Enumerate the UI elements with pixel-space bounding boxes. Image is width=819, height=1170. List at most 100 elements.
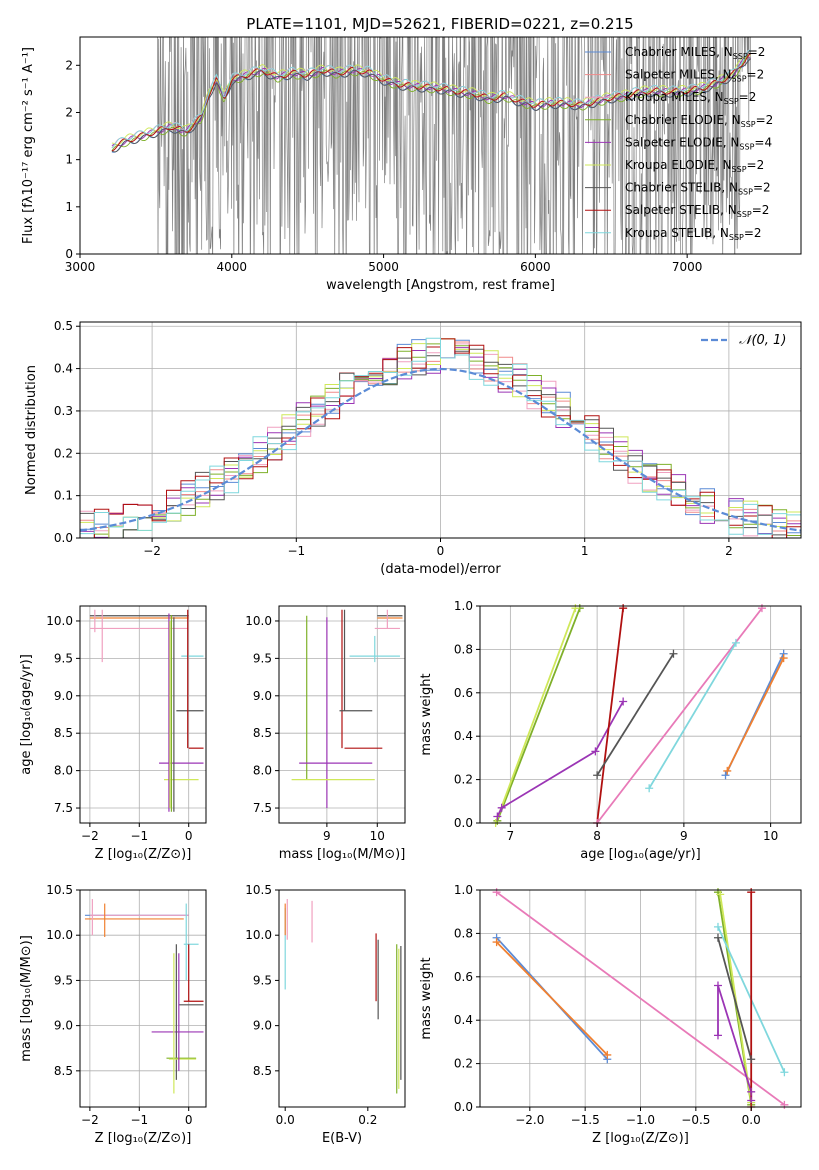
legend-entry-tail: =4 xyxy=(754,135,772,149)
x-tick-label: −1 xyxy=(287,544,305,558)
y-tick-label: 9.5 xyxy=(253,651,272,665)
y-tick-label: 0.0 xyxy=(454,816,473,830)
legend-entry: Salpeter ELODIE, NSSP=4 xyxy=(625,135,772,151)
x-tick-label: 9 xyxy=(323,829,331,843)
y-axis-label: age [log₁₀(age/yr)] xyxy=(19,654,34,775)
mass-weight-line xyxy=(648,642,737,789)
y-tick-label: 10.0 xyxy=(245,928,272,942)
panel-mass-weight-vs-age: 7 8 9 10 0.0 0.2 0.4 0.6 0.8 1.0 age [log₁₀(age/yr… xyxy=(419,599,802,862)
panel-mass-weight-vs-z: −2.0 −1.5 −1.0 −0.5 0.0 0.0 0.2 0.4 0.6 0.8 1.0 Z [… xyxy=(419,883,802,1146)
axes-frame xyxy=(278,889,406,1108)
legend-subscript: SSP xyxy=(737,210,752,219)
plot-area xyxy=(494,607,785,823)
x-axis-label: mass [log₁₀(M/M⊙)] xyxy=(279,847,406,862)
axes-frame xyxy=(79,889,207,1108)
x-tick-label: 6000 xyxy=(520,260,551,274)
y-tick-label: 0.0 xyxy=(454,1100,473,1114)
y-tick-label: 7.5 xyxy=(54,801,73,815)
y-tick-label: 0 xyxy=(65,247,73,261)
y-tick-label: 9.0 xyxy=(54,689,73,703)
y-tick-label: 0.2 xyxy=(454,773,473,787)
legend-subscript: SSP xyxy=(732,75,747,84)
mass-weight-marker xyxy=(780,1068,789,1077)
mass-weight-marker xyxy=(619,604,628,613)
legend-subscript: SSP xyxy=(729,233,744,242)
panel-age-vs-mass: 9 10 7.5 8.0 8.5 9.0 9.5 10.0 mass [log₁₀(M/M⊙)] xyxy=(245,605,406,862)
y-tick-label: 8.5 xyxy=(253,726,272,740)
y-tick-label: 2 xyxy=(65,105,73,119)
y-tick-label: 10.0 xyxy=(46,928,73,942)
y-axis-label: mass weight xyxy=(419,957,434,1039)
mass-weight-marker xyxy=(497,803,506,812)
y-tick-label: 10.5 xyxy=(245,883,272,897)
y-tick-label: 9.0 xyxy=(253,689,272,703)
legend-subscript: SSP xyxy=(738,188,753,197)
legend-subscript: SSP xyxy=(724,97,739,106)
mass-weight-marker xyxy=(645,784,654,793)
mass-weight-marker xyxy=(669,649,678,658)
legend-entry-tail: =2 xyxy=(753,181,771,195)
y-axis-label: mass weight xyxy=(419,673,434,755)
x-tick-label: −0.5 xyxy=(681,1113,710,1127)
mass-weight-marker xyxy=(723,766,732,775)
y-tick-label: 0.4 xyxy=(454,729,473,743)
mass-weight-marker xyxy=(713,933,722,942)
panel-mass-vs-z: −2 −1 0 8.5 9.0 9.5 10.0 10.5 Z [log₁₀(Z/Z⊙)] mas… xyxy=(19,883,207,1146)
model-spectrum-line xyxy=(111,56,751,152)
mass-weight-marker xyxy=(747,1087,756,1096)
axes-frame xyxy=(479,605,802,824)
x-tick-label: −1 xyxy=(130,1113,148,1127)
y-tick-label: 0.3 xyxy=(54,404,73,418)
mass-weight-marker xyxy=(591,747,600,756)
mass-weight-line xyxy=(496,891,785,1106)
legend-entry: Chabrier MILES, NSSP=2 xyxy=(625,45,765,61)
plot-area xyxy=(291,609,403,809)
legend-subscript: SSP xyxy=(733,52,748,61)
mass-weight-marker xyxy=(747,888,756,897)
y-tick-label: 7.5 xyxy=(253,801,272,815)
normal-curve xyxy=(80,367,801,532)
y-tick-label: 0.8 xyxy=(454,642,473,656)
y-tick-label: 10.5 xyxy=(46,883,73,897)
residual-histogram xyxy=(80,337,801,535)
x-axis-label: Z [log₁₀(Z/Z⊙)] xyxy=(592,1131,689,1146)
panel-residuals: −2 −1 0 1 2 0.0 0.1 0.2 0.3 0.4 0.5 (data-model)/er… xyxy=(24,319,802,577)
y-tick-label: 0.6 xyxy=(454,970,473,984)
mass-weight-line xyxy=(719,894,753,1103)
x-axis-label: (data-model)/error xyxy=(380,562,501,577)
y-tick-label: 9.5 xyxy=(54,973,73,987)
x-tick-label: 10 xyxy=(763,829,778,843)
y-tick-label: 8.0 xyxy=(54,764,73,778)
x-tick-label: 10 xyxy=(370,829,385,843)
x-tick-label: −2 xyxy=(81,829,99,843)
y-tick-label: 9.0 xyxy=(54,1019,73,1033)
mass-weight-line xyxy=(596,607,763,823)
legend-entry-tail: =2 xyxy=(744,226,762,240)
model-spectrum-line xyxy=(111,56,751,147)
y-axis-label: mass [log₁₀(M/M⊙)] xyxy=(19,935,34,1062)
y-tick-label: 9.5 xyxy=(54,651,73,665)
panel-mass-vs-ebv: 0.0 0.2 8.5 9.0 9.5 10.0 10.5 E(B-V) xyxy=(245,883,406,1146)
y-tick-label: 0.0 xyxy=(54,531,73,545)
y-tick-label: 0.5 xyxy=(54,319,73,333)
x-tick-label: 4000 xyxy=(217,260,248,274)
model-spectrum-line xyxy=(111,55,751,145)
legend-entry: Kroupa MILES, NSSP=2 xyxy=(625,90,756,106)
y-tick-label: 10.0 xyxy=(245,614,272,628)
y-tick-label: 8.5 xyxy=(253,1064,272,1078)
mass-weight-marker xyxy=(619,697,628,706)
mass-weight-marker xyxy=(492,938,501,947)
x-axis-label: Z [log₁₀(Z/Z⊙)] xyxy=(95,1131,192,1146)
mass-weight-line xyxy=(596,608,624,823)
legend-entry: Kroupa STELIB, NSSP=2 xyxy=(625,226,762,242)
x-tick-label: −1 xyxy=(130,829,148,843)
x-tick-label: 1 xyxy=(581,544,589,558)
legend-entry: Salpeter MILES, NSSP=2 xyxy=(625,68,764,84)
panel-age-vs-z: −2 −1 0 7.5 8.0 8.5 9.0 9.5 10.0 Z [log₁₀(Z/Z⊙)] a… xyxy=(19,605,207,862)
y-tick-label: 0.2 xyxy=(454,1057,473,1071)
y-tick-label: 1 xyxy=(65,200,73,214)
x-tick-label: 8 xyxy=(593,829,601,843)
x-tick-label: 0 xyxy=(185,1113,193,1127)
y-tick-label: 2 xyxy=(65,58,73,72)
axes-frame xyxy=(278,605,406,824)
